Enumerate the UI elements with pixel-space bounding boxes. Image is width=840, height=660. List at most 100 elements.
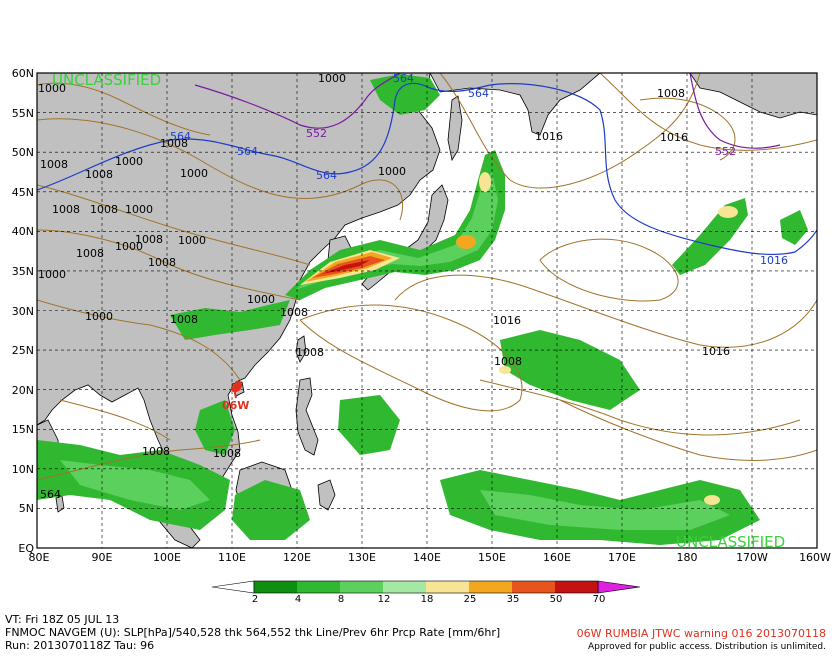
legend-frame [253,580,599,594]
contour-label: 1000 [115,155,143,168]
contour-layer [37,73,817,481]
isobar-1008-central [299,304,523,412]
map-border [36,72,818,549]
lon-label: 110E [218,551,246,564]
lat-label: 5N [19,502,34,515]
precip-borneo [232,480,310,540]
precip-yellow-south [704,495,720,505]
lat-label: 10N [12,463,34,476]
contour-label: 1008 [213,447,241,460]
contour-label: 1008 [170,313,198,326]
contour-label: 1016 [535,130,563,143]
contour-labels: 1000 1000 564 564 1008 564 552 1008 1016… [38,72,788,501]
lon-label: 170W [736,551,768,564]
precip-orange-japan [456,235,476,249]
lon-label: 150E [478,551,506,564]
contour-label: 1000 [318,72,346,85]
legend-swatch-7 [512,581,555,593]
legend-tick: 8 [338,594,344,605]
thickness-552-east [689,73,781,149]
precip-south-china [170,300,290,340]
contour-label: 1008 [280,306,308,319]
legend-tick: 35 [507,594,520,605]
contour-label: 1016 [660,131,688,144]
lon-label: 160E [543,551,571,564]
legend-tick: 2 [252,594,258,605]
approval-notice: Approved for public access. Distribution… [588,642,826,652]
sri-lanka [55,495,65,513]
alaska [689,73,817,119]
lon-label: 130E [348,551,376,564]
run-info: Run: 2013070118Z Tau: 96 [5,639,155,652]
contour-label: 1008 [90,203,118,216]
contour-label: 564 [468,87,489,100]
lat-label: 55N [12,107,34,120]
legend-left-tip [211,580,255,594]
precip-philippines-sea [338,395,400,455]
isobar-1008-west [37,299,241,381]
isobar-1000-asia-2 [37,229,301,301]
contour-label: 1016 [702,345,730,358]
classification-bottom: UNCLASSIFIED [676,533,785,551]
classification-top: UNCLASSIFIED [52,71,161,89]
contour-label: 1000 [247,293,275,306]
isobar-1000-asia [37,118,404,221]
precip-east-pacific [780,210,808,245]
lat-label: 30N [12,305,34,318]
lat-label: 25N [12,344,34,357]
contour-label: 1008 [160,137,188,150]
lat-label: 45N [12,186,34,199]
contour-label: 1008 [76,247,104,260]
lon-label: 90E [92,551,113,564]
precipitation-layer [37,74,808,545]
contour-label: 1008 [135,233,163,246]
asia-landmass [37,73,441,521]
precip-yellow-center [499,366,511,374]
lat-label: 15N [12,423,34,436]
thickness-564 [37,82,817,256]
isobar-1016-east [599,73,817,151]
legend-swatch-1 [254,581,297,593]
legend-tick: 70 [593,594,606,605]
precip-storm-area [195,400,235,455]
legend-tick: 18 [421,594,434,605]
contour-label: 1000 [125,203,153,216]
isobar-1016-southeast [559,399,817,461]
contour-label: 1000 [115,240,143,253]
isobar-1008-nw [37,82,211,136]
precip-core-darkred [322,260,370,274]
contour-label: 1000 [378,165,406,178]
contour-label: 1008 [52,203,80,216]
isobar-1016-pacific [394,274,817,348]
storm-track-icon [233,387,237,399]
valid-time: VT: Fri 18Z 05 JUL 13 [5,613,120,626]
legend-tick: 4 [295,594,301,605]
contour-label: 1000 [38,82,66,95]
storm-label: 06W [222,399,249,412]
lon-label: 180 [677,551,698,564]
jtwc-warning: 06W RUMBIA JTWC warning 016 2013070118 [576,627,826,640]
precip-tropical-south-light [480,490,730,530]
philippines [295,377,319,456]
longitude-axis-labels: 80E 90E 100E 110E 120E 130E 140E 150E 16… [29,551,832,564]
lon-label: 160W [799,551,831,564]
contour-label: 564 [393,72,414,85]
isobar-1008-asia [37,184,311,266]
contour-label: 1008 [657,87,685,100]
isobar-1016-north [439,73,701,189]
lat-label: 35N [12,265,34,278]
contour-label: 1016 [760,254,788,267]
contour-label: 1008 [494,355,522,368]
lat-label: 40N [12,225,34,238]
lat-label: 60N [12,67,34,80]
precip-north-asia [370,74,440,115]
isobar-1008-south [479,379,801,436]
contour-label: 1000 [85,310,113,323]
contour-label: 1008 [148,256,176,269]
precip-tropical-west-light [60,460,210,510]
contour-label: 552 [306,127,327,140]
contour-label: 564 [170,130,191,143]
legend-swatch-3 [340,581,383,593]
thickness-552 [194,73,401,129]
